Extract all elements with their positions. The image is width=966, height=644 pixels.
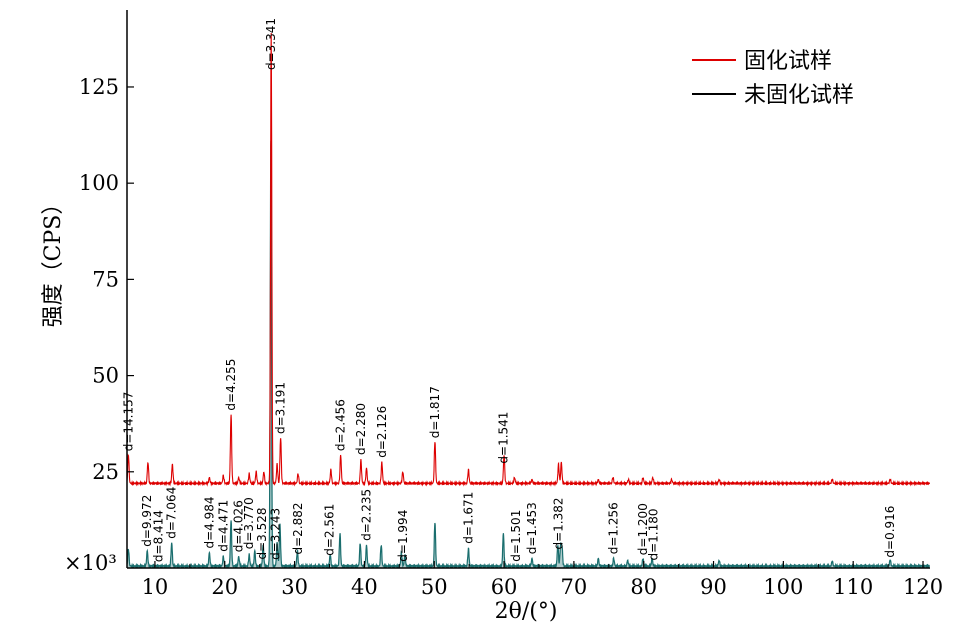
- peak-label: d=14.157: [121, 392, 135, 452]
- peak-label: d=1.541: [496, 412, 510, 464]
- cured-line: [127, 32, 930, 487]
- peak-label: d=3.528: [255, 507, 269, 559]
- x-tick-label: 80: [630, 575, 657, 599]
- legend-entry: 固化试样: [744, 49, 832, 74]
- y-tick-label: 100: [79, 171, 119, 195]
- peak-label: d=3.770: [242, 497, 256, 549]
- x-tick-label: 60: [491, 575, 518, 599]
- legend-entry: 未固化试样: [744, 83, 854, 108]
- peak-label: d=2.235: [360, 489, 374, 541]
- x-axis-title: 2θ/(°): [495, 599, 558, 624]
- y-tick-label: 75: [92, 267, 119, 291]
- peak-label: d=9.972: [140, 495, 154, 547]
- x-tick-label: 40: [351, 575, 378, 599]
- peak-label: d=2.126: [375, 406, 389, 458]
- x-tick-label: 10: [142, 575, 169, 599]
- x-tick-label: 90: [700, 575, 727, 599]
- peak-label: d=1.817: [428, 386, 442, 438]
- peak-label: d=1.180: [647, 508, 661, 560]
- peak-label: d=3.243: [269, 508, 283, 560]
- peak-label: d=4.984: [202, 496, 216, 548]
- peak-label: d=1.501: [509, 510, 523, 562]
- y-tick-label: 125: [79, 75, 119, 99]
- y-tick-label: 50: [92, 364, 119, 388]
- x-tick-label: 100: [763, 575, 803, 599]
- x-tick-label: 70: [561, 575, 588, 599]
- peak-label: d=2.882: [291, 502, 305, 554]
- peak-label: d=3.191: [274, 382, 288, 434]
- axes: 10 20 30 40 50 60 70 80 90 100 110 120 25 50 75 100 125: [79, 10, 943, 599]
- peak-label: d=4.026: [232, 500, 246, 552]
- peak-label: d=2.561: [323, 504, 337, 556]
- x-tick-label: 30: [281, 575, 308, 599]
- peak-label: d=0.916: [883, 506, 897, 558]
- peak-label: d=8.414: [151, 510, 165, 562]
- peak-label: d=3.341: [264, 18, 278, 70]
- y-tick-label: 25: [92, 460, 119, 484]
- x-tick-label: 20: [211, 575, 238, 599]
- uncured-series: [127, 140, 930, 568]
- peak-label: d=4.255: [224, 359, 238, 411]
- peak-label: d=7.064: [165, 487, 179, 539]
- peak-label: d=1.671: [461, 492, 475, 544]
- peak-label: d=1.200: [636, 503, 650, 555]
- peak-label: d=2.280: [354, 403, 368, 455]
- x-tick-label: 120: [903, 575, 943, 599]
- x-tick-label: 50: [421, 575, 448, 599]
- peak-label: d=4.471: [216, 500, 230, 552]
- peak-label: d=1.256: [607, 502, 621, 554]
- peak-label: d=2.456: [334, 399, 348, 451]
- peak-label: d=1.382: [552, 497, 566, 549]
- x-tick-label: 110: [833, 575, 873, 599]
- peak-label: d=1.994: [396, 510, 410, 562]
- y-axis-title: 强度（CPS）: [41, 193, 66, 328]
- peak-label: d=1.453: [525, 502, 539, 554]
- cured-series: [127, 32, 930, 487]
- uncured-line: [127, 140, 930, 568]
- y-unit-label: ×10³: [64, 551, 117, 575]
